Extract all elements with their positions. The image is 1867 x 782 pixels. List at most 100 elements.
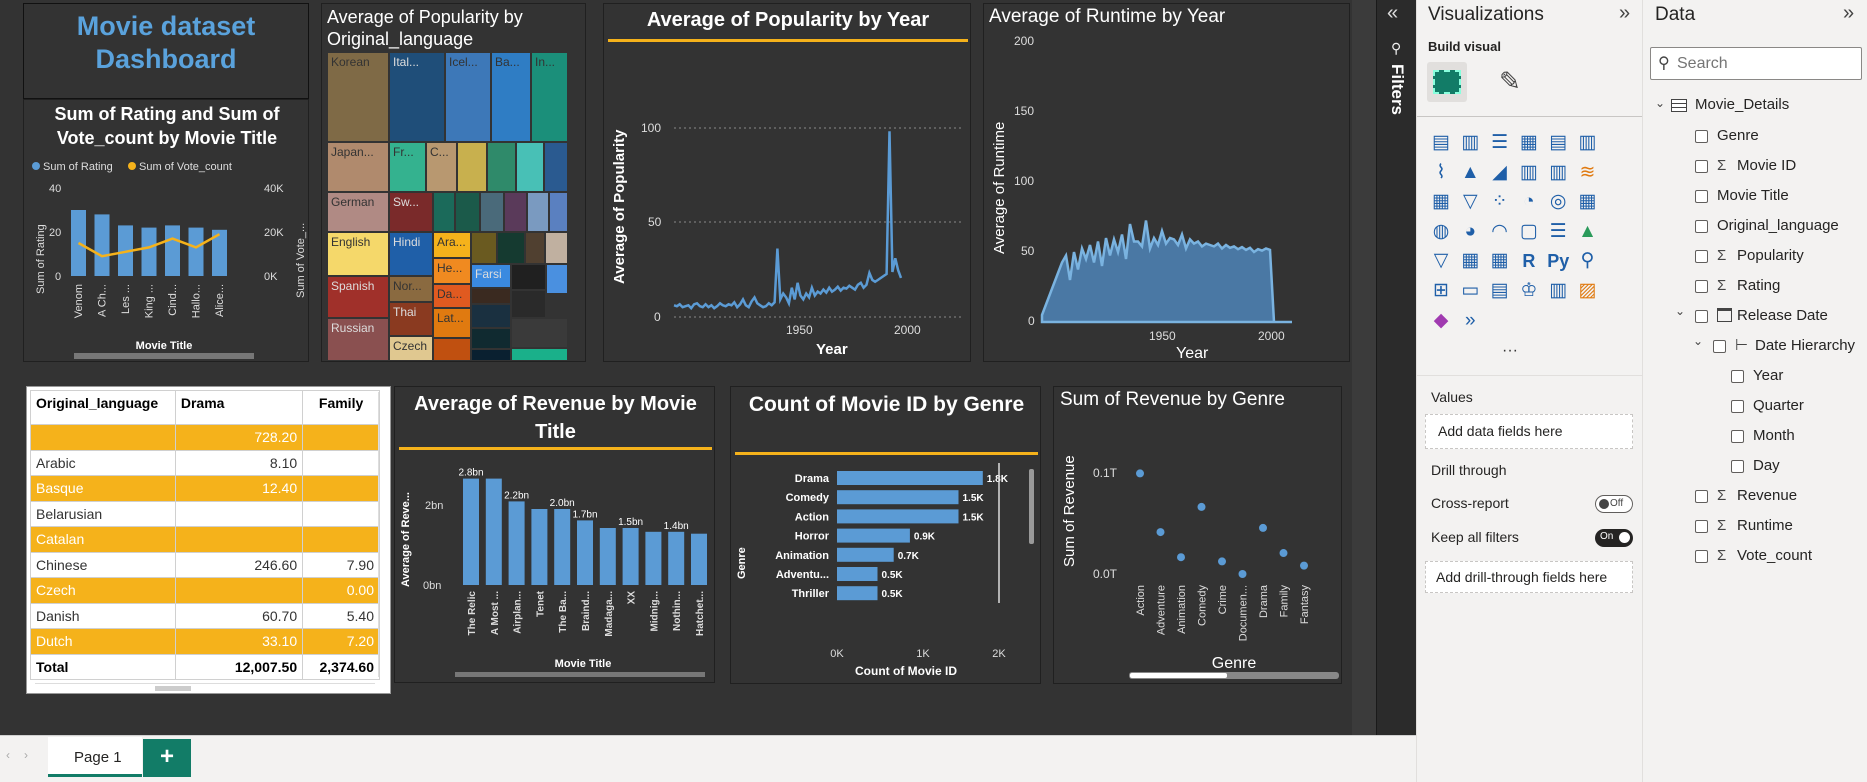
treemap-tile[interactable] xyxy=(471,288,511,304)
pie-icon[interactable]: ◔ xyxy=(1523,191,1535,213)
power-automate-icon[interactable]: ◆ xyxy=(1433,309,1449,331)
matrix-row[interactable]: 728.20 xyxy=(30,424,380,451)
100-bar-icon[interactable]: ▤ xyxy=(1549,132,1568,153)
treemap-tile[interactable]: German xyxy=(327,192,389,232)
field-label[interactable]: Movie ID xyxy=(1737,157,1797,174)
treemap-tile[interactable] xyxy=(471,304,511,328)
genre-count-bar[interactable] xyxy=(837,547,894,562)
matrix-row[interactable]: Basque 12.40 xyxy=(30,475,380,502)
revenue-bar[interactable] xyxy=(485,478,502,585)
build-visual-icon[interactable] xyxy=(1427,62,1467,102)
expand-chevron-icon[interactable]: ⌄ xyxy=(1693,334,1704,348)
treemap-tile[interactable] xyxy=(527,192,549,232)
count-genre-chart[interactable]: Count of Movie ID by Genre Genre Drama 1.… xyxy=(730,386,1041,684)
rating-bar[interactable] xyxy=(141,227,157,276)
matrix-header-language[interactable]: Original_language xyxy=(30,390,176,425)
revenue-bar[interactable] xyxy=(508,501,525,585)
revenue-genre-chart[interactable]: Sum of Revenue by Genre Sum of Revenue 0… xyxy=(1053,386,1342,684)
revenue-dot[interactable] xyxy=(1279,549,1288,558)
treemap-tile[interactable] xyxy=(511,264,546,290)
field-checkbox[interactable] xyxy=(1731,370,1744,383)
100-column-icon[interactable]: ▥ xyxy=(1578,132,1597,153)
treemap-tile[interactable] xyxy=(433,338,471,361)
arrow-chevron-icon[interactable]: » xyxy=(1465,309,1476,331)
gauge-icon[interactable]: ◠ xyxy=(1491,220,1508,242)
treemap-tile[interactable] xyxy=(544,142,568,192)
genre-count-bar[interactable] xyxy=(837,490,959,505)
stacked-column-icon[interactable]: ▥ xyxy=(1461,132,1480,153)
treemap-tile[interactable] xyxy=(471,232,497,264)
treemap-tile[interactable] xyxy=(457,142,487,192)
qa-icon[interactable]: ▭ xyxy=(1461,280,1480,301)
treemap-tile[interactable] xyxy=(455,192,480,232)
rating-bar[interactable] xyxy=(94,214,110,276)
power-apps-icon[interactable]: ▨ xyxy=(1578,280,1597,301)
treemap-tile[interactable] xyxy=(516,142,544,192)
field-checkbox[interactable] xyxy=(1695,250,1708,263)
treemap-tile[interactable] xyxy=(511,348,568,361)
field-label[interactable]: Quarter xyxy=(1753,397,1804,414)
treemap-tile[interactable] xyxy=(471,328,511,349)
treemap-tile[interactable]: C... xyxy=(426,142,457,192)
stacked-area-icon[interactable]: ◢ xyxy=(1492,161,1507,183)
matrix-icon[interactable]: ▦ xyxy=(1490,250,1509,272)
field-label[interactable]: Year xyxy=(1753,367,1784,384)
treemap-tile[interactable]: Korean xyxy=(327,52,389,142)
treemap-tile[interactable] xyxy=(545,232,568,264)
multirow-card-icon[interactable]: ☰ xyxy=(1549,220,1567,242)
treemap-tile[interactable]: Nor... xyxy=(389,276,433,302)
treemap-tile[interactable] xyxy=(549,192,568,232)
matrix-row[interactable]: Danish 60.70 5.40 xyxy=(30,602,380,629)
revenue-bar[interactable] xyxy=(554,509,571,585)
cross-report-toggle[interactable]: Off xyxy=(1595,495,1633,513)
matrix-vertical-scrollbar[interactable] xyxy=(378,392,388,677)
donut-icon[interactable]: ◎ xyxy=(1549,191,1567,213)
treemap-tile[interactable]: Farsi xyxy=(471,264,511,288)
treemap-tile[interactable]: Ital... xyxy=(389,52,445,142)
treemap-tile[interactable] xyxy=(504,192,527,232)
rating-bar[interactable] xyxy=(165,225,180,276)
revenue-bar[interactable] xyxy=(691,533,707,585)
matrix-header-drama[interactable]: Drama xyxy=(174,390,304,425)
field-checkbox[interactable] xyxy=(1695,160,1708,173)
field-label[interactable]: Rating xyxy=(1737,277,1781,294)
map-icon[interactable]: ◍ xyxy=(1432,220,1450,242)
treemap-chart[interactable]: Average of Popularity by Original_langua… xyxy=(321,3,586,362)
search-box[interactable]: ⚲ xyxy=(1650,47,1862,80)
search-input[interactable] xyxy=(1677,53,1857,75)
r-visual-icon[interactable]: R xyxy=(1522,251,1536,272)
treemap-tile[interactable] xyxy=(433,192,455,232)
keep-filters-toggle[interactable]: On xyxy=(1595,529,1633,547)
field-checkbox[interactable] xyxy=(1731,400,1744,413)
nav-left-icon[interactable]: ‹ xyxy=(6,748,10,762)
revenue-bar[interactable] xyxy=(577,520,593,585)
area-chart-icon[interactable]: ▲ xyxy=(1460,161,1480,183)
genre-count-bar[interactable] xyxy=(837,471,983,485)
field-label[interactable]: Vote_count xyxy=(1737,547,1813,564)
matrix-row[interactable]: Belarusian xyxy=(30,500,380,527)
decomposition-tree-icon[interactable]: ⊞ xyxy=(1433,280,1449,301)
treemap-tile[interactable] xyxy=(511,318,568,348)
treemap-tile[interactable]: Sw... xyxy=(389,192,433,232)
field-label[interactable]: Date Hierarchy xyxy=(1755,337,1856,354)
expand-arrows-icon[interactable]: » xyxy=(1843,2,1855,24)
scatter-icon[interactable]: ⁘ xyxy=(1491,191,1508,213)
field-label[interactable]: Revenue xyxy=(1737,487,1798,504)
add-drill-field[interactable]: Add drill-through fields here xyxy=(1425,561,1633,593)
rating-vote-chart[interactable]: Sum of Rating and Sum of Vote_count by M… xyxy=(23,99,309,362)
treemap-tile[interactable]: Hindi xyxy=(389,232,433,276)
paginated-icon[interactable]: ▥ xyxy=(1549,280,1568,301)
genre-count-bar[interactable] xyxy=(837,509,959,524)
revenue-bar[interactable] xyxy=(463,478,479,585)
rating-bar[interactable] xyxy=(188,227,204,276)
field-label[interactable]: Genre xyxy=(1717,127,1759,144)
field-label[interactable]: Release Date xyxy=(1737,307,1828,324)
clustered-bar-icon[interactable]: ☰ xyxy=(1491,132,1509,153)
field-checkbox[interactable] xyxy=(1695,220,1708,233)
field-checkbox[interactable] xyxy=(1695,190,1708,203)
revenue-dot[interactable] xyxy=(1238,570,1247,578)
field-label[interactable]: Popularity xyxy=(1737,247,1804,264)
rating-bar[interactable] xyxy=(212,229,227,276)
treemap-tile[interactable]: Japan... xyxy=(327,142,389,192)
format-visual-icon[interactable]: ✎ xyxy=(1499,66,1521,96)
